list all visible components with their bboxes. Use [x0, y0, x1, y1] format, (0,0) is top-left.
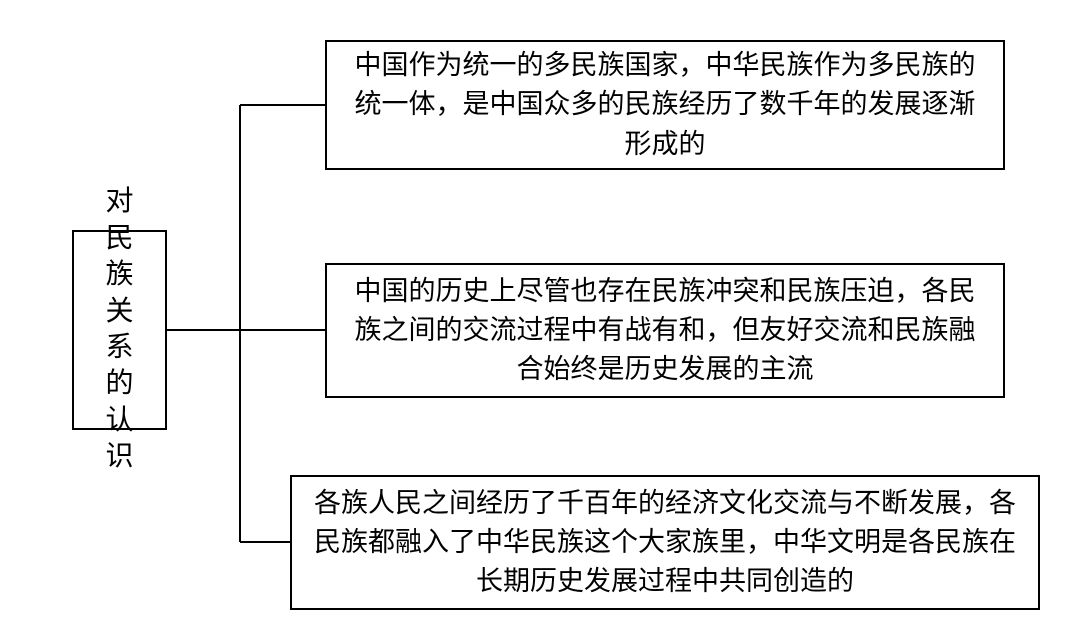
child-text-3: 各族人民之间经历了千百年的经济文化交流与不断发展，各民族都融入了中华民族这个大家…	[312, 484, 1018, 601]
child-node-3: 各族人民之间经历了千百年的经济文化交流与不断发展，各民族都融入了中华民族这个大家…	[290, 475, 1040, 610]
diagram-container: 对民族关系的认识 中国作为统一的多民族国家，中华民族作为多民族的统一体，是中国众…	[0, 0, 1080, 640]
child-node-2: 中国的历史上尽管也存在民族冲突和民族压迫，各民族之间的交流过程中有战有和，但友好…	[325, 263, 1005, 398]
child-text-1: 中国作为统一的多民族国家，中华民族作为多民族的统一体，是中国众多的民族经历了数千…	[347, 46, 983, 163]
child-text-2: 中国的历史上尽管也存在民族冲突和民族压迫，各民族之间的交流过程中有战有和，但友好…	[347, 272, 983, 389]
root-node: 对民族关系的认识	[72, 230, 167, 430]
root-label: 对民族关系的认识	[105, 184, 135, 475]
child-node-1: 中国作为统一的多民族国家，中华民族作为多民族的统一体，是中国众多的民族经历了数千…	[325, 40, 1005, 170]
